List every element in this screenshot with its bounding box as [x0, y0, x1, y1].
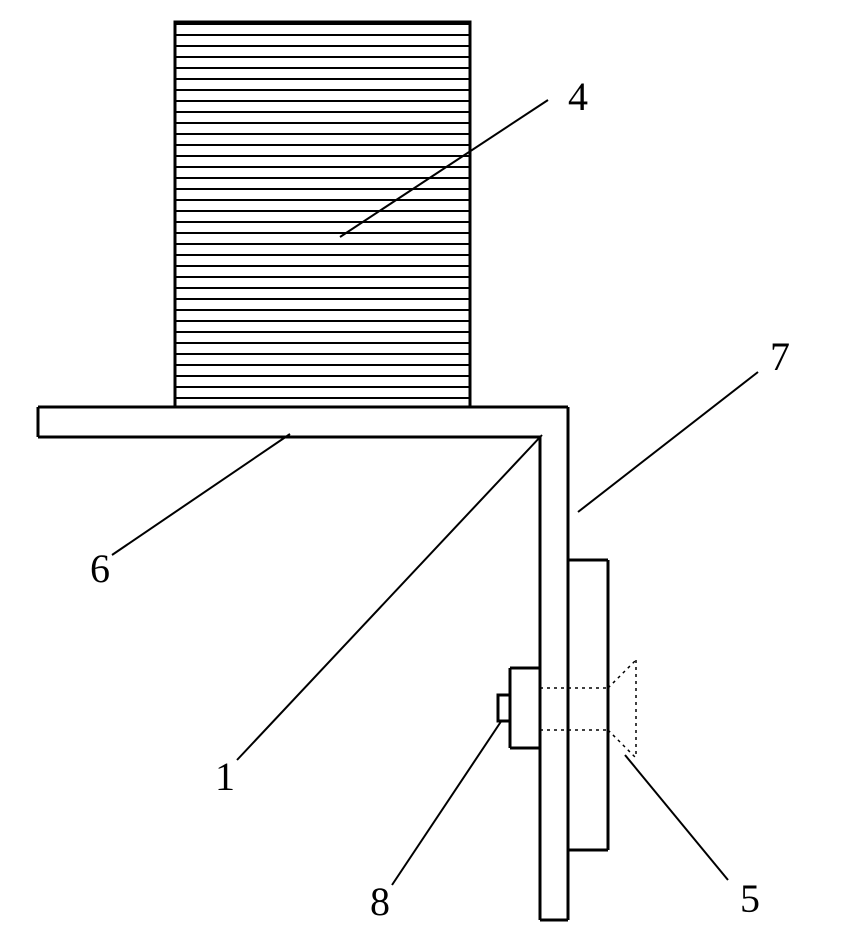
leader-6 — [112, 434, 290, 555]
leader-1 — [237, 435, 542, 760]
label-1: 1 — [215, 754, 235, 799]
label-8: 8 — [370, 879, 390, 924]
label-4: 4 — [568, 74, 588, 119]
label-7: 7 — [770, 334, 790, 379]
leader-8 — [392, 720, 502, 885]
leader-4 — [340, 100, 548, 237]
label-5: 5 — [740, 876, 760, 921]
leader-5 — [625, 755, 728, 880]
label-6: 6 — [90, 546, 110, 591]
leader-7 — [578, 372, 758, 512]
